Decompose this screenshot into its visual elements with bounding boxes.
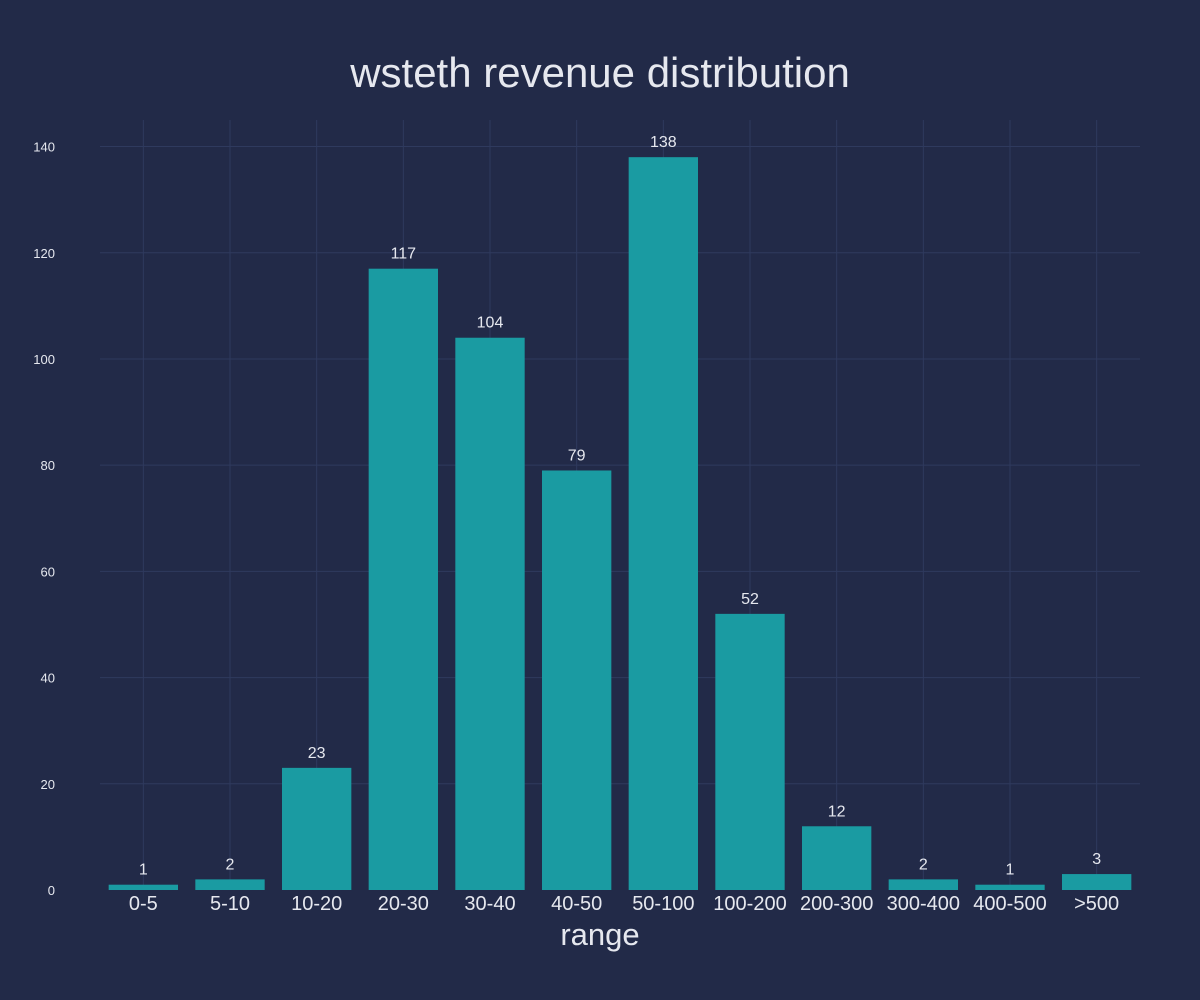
bar-value-label: 138 xyxy=(650,134,677,151)
bar-value-label: 2 xyxy=(226,856,235,873)
bar-value-label: 3 xyxy=(1092,851,1101,868)
x-tick-label: 50-100 xyxy=(632,893,694,915)
bar-value-label: 52 xyxy=(741,591,759,608)
bar-value-label: 12 xyxy=(828,803,846,820)
y-tick-label: 40 xyxy=(41,671,55,686)
bar[interactable] xyxy=(542,470,612,890)
bar[interactable] xyxy=(195,879,265,890)
x-tick-label: 10-20 xyxy=(291,893,342,915)
bar[interactable] xyxy=(628,157,698,890)
bar-value-label: 23 xyxy=(308,745,326,762)
x-tick-label: >500 xyxy=(1074,893,1119,915)
x-tick-label: 30-40 xyxy=(464,893,515,915)
chart-title: wsteth revenue distribution xyxy=(349,49,850,96)
grid-lines xyxy=(100,120,1140,890)
x-tick-label: 100-200 xyxy=(713,893,786,915)
bar-value-label: 1 xyxy=(139,862,148,879)
y-tick-label: 0 xyxy=(48,883,55,898)
x-tick-label: 0-5 xyxy=(129,893,158,915)
y-tick-label: 120 xyxy=(33,246,55,261)
y-tick-label: 100 xyxy=(33,352,55,367)
bar-value-label: 117 xyxy=(391,246,417,263)
x-tick-label: 200-300 xyxy=(800,893,873,915)
y-tick-label: 20 xyxy=(41,777,55,792)
y-tick-label: 80 xyxy=(41,458,55,473)
bars xyxy=(108,157,1132,891)
bar[interactable] xyxy=(108,884,178,890)
y-axis-ticks: 0 20 40 60 80 100 120 140 xyxy=(33,140,55,898)
x-tick-label: 300-400 xyxy=(887,893,960,915)
bar[interactable] xyxy=(455,337,525,891)
x-axis-ticks: 0-5 5-10 10-20 20-30 30-40 40-50 50-100 100-200… xyxy=(129,893,1119,915)
y-tick-label: 60 xyxy=(41,564,55,579)
bar-value-label: 2 xyxy=(919,856,928,873)
bar[interactable] xyxy=(282,767,352,890)
bar[interactable] xyxy=(1062,874,1132,890)
bar-value-label: 104 xyxy=(477,315,504,332)
x-axis-title: range xyxy=(560,917,639,952)
y-tick-label: 140 xyxy=(33,140,55,155)
bar[interactable] xyxy=(715,613,785,890)
bar[interactable] xyxy=(975,884,1045,890)
x-tick-label: 40-50 xyxy=(551,893,602,915)
x-tick-label: 20-30 xyxy=(378,893,429,915)
x-tick-label: 400-500 xyxy=(973,893,1046,915)
bar-value-label: 1 xyxy=(1006,862,1015,879)
bar-value-label: 79 xyxy=(568,447,586,464)
bar[interactable] xyxy=(888,879,958,890)
bar[interactable] xyxy=(368,268,438,890)
x-tick-label: 5-10 xyxy=(210,893,250,915)
bar[interactable] xyxy=(802,826,872,890)
